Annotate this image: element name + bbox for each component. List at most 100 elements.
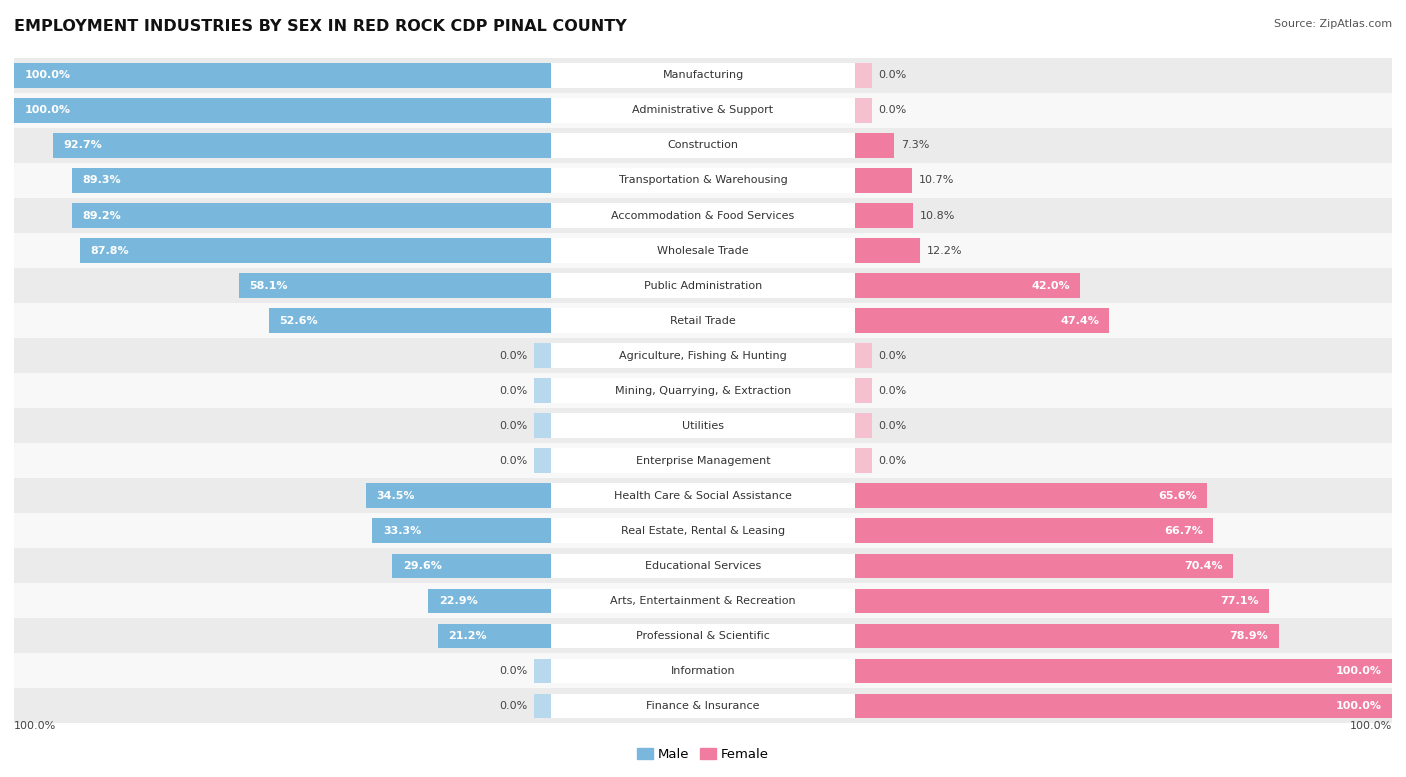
Text: Health Care & Social Assistance: Health Care & Social Assistance (614, 491, 792, 500)
Text: Real Estate, Rental & Leasing: Real Estate, Rental & Leasing (621, 526, 785, 535)
Bar (14, 163, 1392, 198)
Text: Educational Services: Educational Services (645, 561, 761, 571)
Bar (534, 659, 551, 683)
Bar (14, 338, 1392, 373)
Bar (14, 584, 1392, 618)
Text: 52.6%: 52.6% (280, 315, 318, 326)
Text: EMPLOYMENT INDUSTRIES BY SEX IN RED ROCK CDP PINAL COUNTY: EMPLOYMENT INDUSTRIES BY SEX IN RED ROCK… (14, 19, 627, 34)
Text: 12.2%: 12.2% (927, 246, 963, 256)
Bar (269, 308, 551, 333)
Text: Accommodation & Food Services: Accommodation & Food Services (612, 211, 794, 221)
Bar (80, 239, 551, 263)
Text: 100.0%: 100.0% (1336, 701, 1382, 711)
Bar (551, 308, 855, 333)
Text: 21.2%: 21.2% (449, 631, 486, 641)
Bar (551, 553, 855, 578)
Bar (14, 233, 1392, 268)
Bar (855, 343, 872, 368)
Bar (551, 624, 855, 648)
Text: 0.0%: 0.0% (499, 666, 527, 676)
Text: Finance & Insurance: Finance & Insurance (647, 701, 759, 711)
Bar (14, 408, 1392, 443)
Bar (551, 274, 855, 298)
Bar (855, 308, 1109, 333)
Text: 58.1%: 58.1% (249, 280, 288, 291)
Text: 33.3%: 33.3% (382, 526, 420, 535)
Text: 0.0%: 0.0% (879, 455, 907, 465)
Bar (14, 268, 1392, 303)
Text: 89.3%: 89.3% (82, 176, 121, 186)
Bar (551, 343, 855, 368)
Bar (14, 653, 1392, 688)
Bar (855, 518, 1213, 543)
Bar (855, 169, 912, 193)
Bar (855, 448, 872, 473)
Text: 0.0%: 0.0% (499, 385, 527, 395)
Text: Construction: Construction (668, 141, 738, 151)
Bar (534, 413, 551, 438)
Text: Mining, Quarrying, & Extraction: Mining, Quarrying, & Extraction (614, 385, 792, 395)
Bar (534, 378, 551, 403)
Bar (551, 694, 855, 718)
Bar (855, 659, 1392, 683)
Text: Source: ZipAtlas.com: Source: ZipAtlas.com (1274, 19, 1392, 30)
Bar (53, 133, 551, 158)
Text: Administrative & Support: Administrative & Support (633, 106, 773, 116)
Bar (14, 549, 1392, 584)
Text: 100.0%: 100.0% (14, 721, 56, 731)
Bar (855, 483, 1208, 508)
Bar (551, 169, 855, 193)
Bar (14, 688, 1392, 723)
Bar (551, 133, 855, 158)
Text: Manufacturing: Manufacturing (662, 71, 744, 80)
Bar (551, 483, 855, 508)
Text: 22.9%: 22.9% (439, 596, 478, 606)
Text: Agriculture, Fishing & Hunting: Agriculture, Fishing & Hunting (619, 350, 787, 361)
Bar (551, 239, 855, 263)
Bar (429, 588, 551, 613)
Bar (14, 478, 1392, 514)
Bar (14, 63, 551, 88)
Text: 100.0%: 100.0% (1336, 666, 1382, 676)
Text: 100.0%: 100.0% (24, 71, 70, 80)
Bar (551, 378, 855, 403)
Bar (534, 343, 551, 368)
Bar (855, 204, 912, 228)
Bar (855, 63, 872, 88)
Bar (855, 98, 872, 123)
Text: Arts, Entertainment & Recreation: Arts, Entertainment & Recreation (610, 596, 796, 606)
Text: 10.8%: 10.8% (920, 211, 955, 221)
Legend: Male, Female: Male, Female (637, 748, 769, 761)
Text: 65.6%: 65.6% (1159, 491, 1197, 500)
Bar (551, 63, 855, 88)
Bar (551, 98, 855, 123)
Bar (551, 204, 855, 228)
Text: 29.6%: 29.6% (402, 561, 441, 571)
Text: 47.4%: 47.4% (1060, 315, 1099, 326)
Text: Public Administration: Public Administration (644, 280, 762, 291)
Text: 0.0%: 0.0% (879, 420, 907, 430)
Bar (855, 413, 872, 438)
Text: 0.0%: 0.0% (879, 385, 907, 395)
Text: Wholesale Trade: Wholesale Trade (657, 246, 749, 256)
Text: 89.2%: 89.2% (83, 211, 121, 221)
Bar (855, 553, 1233, 578)
Text: 0.0%: 0.0% (499, 420, 527, 430)
Bar (366, 483, 551, 508)
Text: 34.5%: 34.5% (377, 491, 415, 500)
Bar (551, 448, 855, 473)
Text: Transportation & Warehousing: Transportation & Warehousing (619, 176, 787, 186)
Bar (855, 588, 1268, 613)
Bar (534, 448, 551, 473)
Text: Information: Information (671, 666, 735, 676)
Bar (437, 624, 551, 648)
Bar (72, 169, 551, 193)
Bar (855, 239, 920, 263)
Bar (14, 303, 1392, 338)
Text: 0.0%: 0.0% (879, 350, 907, 361)
Bar (14, 128, 1392, 163)
Text: 42.0%: 42.0% (1032, 280, 1070, 291)
Bar (551, 659, 855, 683)
Text: 0.0%: 0.0% (499, 350, 527, 361)
Bar (14, 618, 1392, 653)
